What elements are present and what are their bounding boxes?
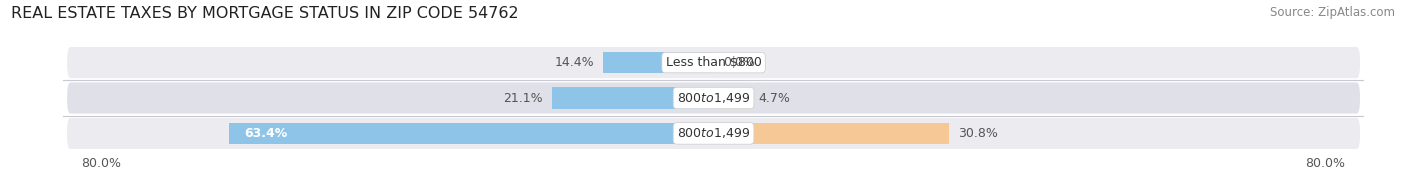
Text: REAL ESTATE TAXES BY MORTGAGE STATUS IN ZIP CODE 54762: REAL ESTATE TAXES BY MORTGAGE STATUS IN … — [11, 6, 519, 21]
FancyBboxPatch shape — [67, 83, 1360, 113]
Text: $800 to $1,499: $800 to $1,499 — [676, 91, 751, 105]
Text: Less than $800: Less than $800 — [665, 56, 762, 69]
Text: 14.4%: 14.4% — [554, 56, 595, 69]
Text: 0.0%: 0.0% — [723, 56, 755, 69]
Bar — [603, 52, 713, 73]
Bar — [229, 123, 713, 144]
Bar — [713, 87, 749, 109]
Text: $800 to $1,499: $800 to $1,499 — [676, 126, 751, 140]
FancyBboxPatch shape — [67, 47, 1360, 78]
Text: 30.8%: 30.8% — [959, 127, 998, 140]
FancyBboxPatch shape — [67, 118, 1360, 149]
Text: Source: ZipAtlas.com: Source: ZipAtlas.com — [1270, 6, 1395, 19]
Text: 4.7%: 4.7% — [759, 92, 790, 104]
Text: 21.1%: 21.1% — [503, 92, 543, 104]
Bar — [713, 123, 949, 144]
Bar — [553, 87, 713, 109]
Text: 63.4%: 63.4% — [243, 127, 287, 140]
